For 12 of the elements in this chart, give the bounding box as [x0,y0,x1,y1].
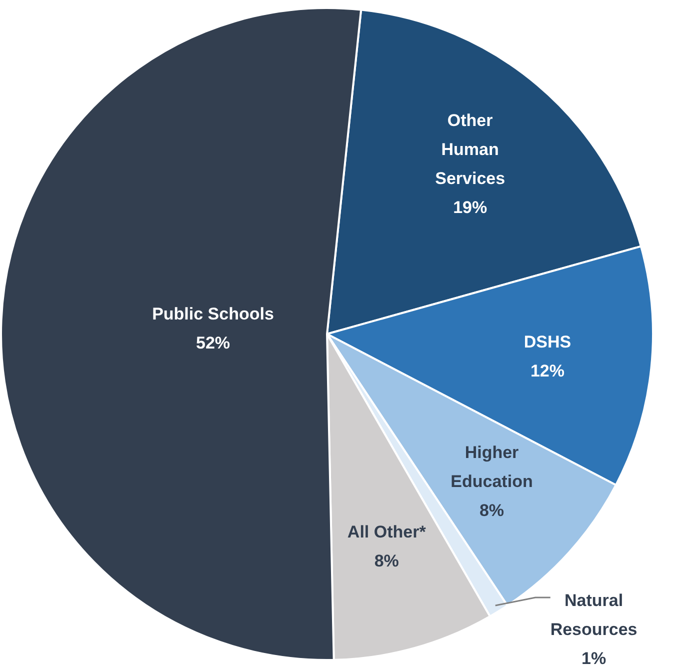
slice-label: Public Schools [152,304,274,324]
slice-label: DSHS [524,332,572,352]
data-label: 1% [582,649,606,668]
slice-label: Other Human Services [435,110,506,188]
data-label: 12% [530,361,564,380]
slice-label: All Other* [347,522,426,542]
slice-label: Natural Resources [550,591,638,640]
data-label: 8% [479,501,504,520]
data-label: 8% [374,552,399,571]
slice-label: Higher Education [450,443,533,492]
data-label: 19% [453,198,488,217]
data-label: 52% [196,333,230,352]
